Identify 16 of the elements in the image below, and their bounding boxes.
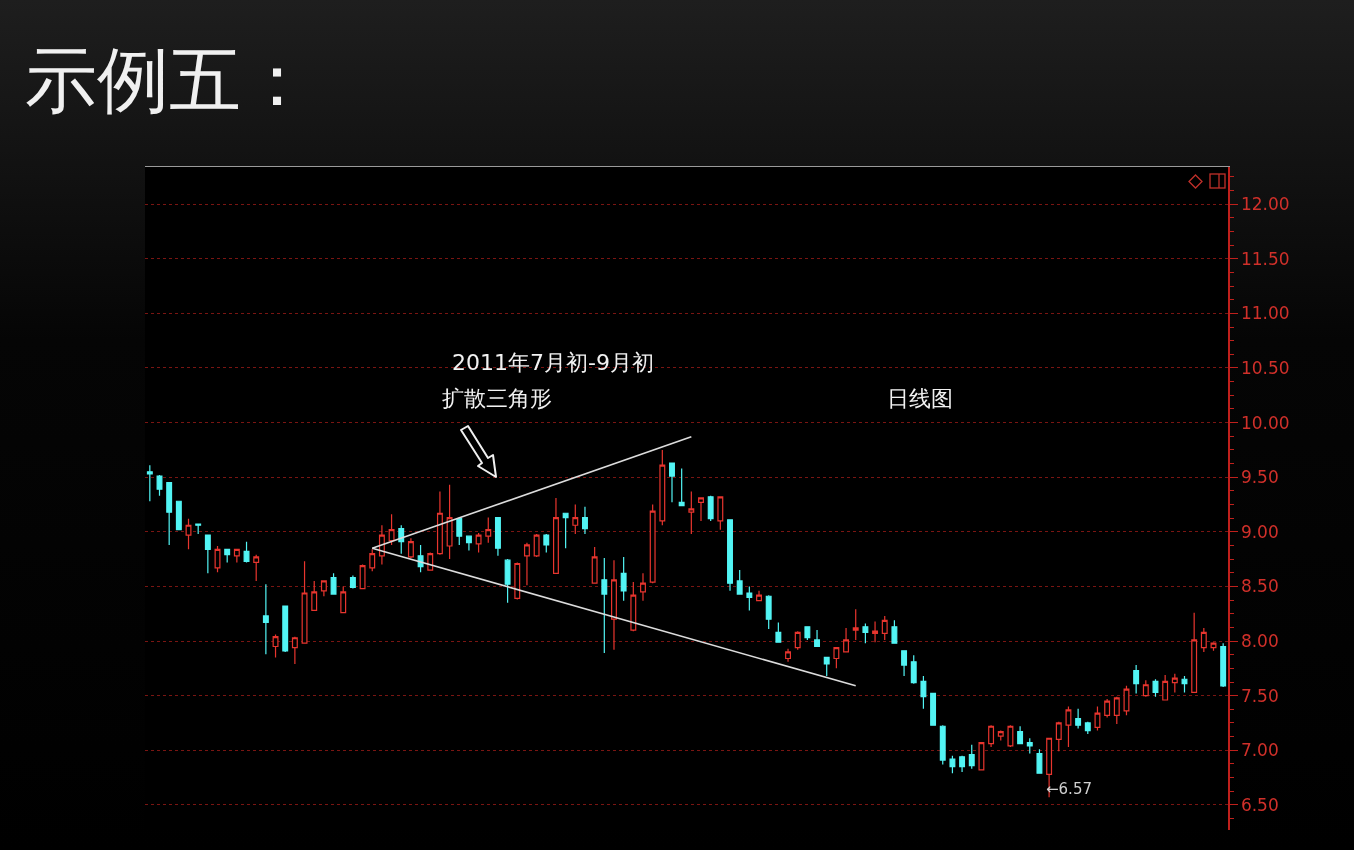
y-tick-label: 6.50 [1240,794,1279,815]
annotation: 日线图 [887,386,953,411]
y-tick-label: 9.00 [1240,521,1279,542]
y-tick-label: 10.50 [1240,357,1290,378]
y-tick-label: 11.50 [1240,248,1290,269]
y-tick-label: 12.00 [1240,194,1290,215]
chart-title: 示例五： [25,38,313,123]
y-tick-label: 7.50 [1240,685,1279,706]
annotation: 扩散三角形 [442,386,552,411]
y-tick-label: 11.00 [1240,303,1290,324]
y-tick-label: 7.00 [1240,740,1279,761]
y-tick-label: 10.00 [1240,412,1290,433]
y-tick-label: 9.50 [1240,467,1279,488]
annotation: 2011年7月初-9月初 [452,350,654,375]
y-tick-label: 8.00 [1240,630,1279,651]
y-tick-label: 8.50 [1240,576,1279,597]
